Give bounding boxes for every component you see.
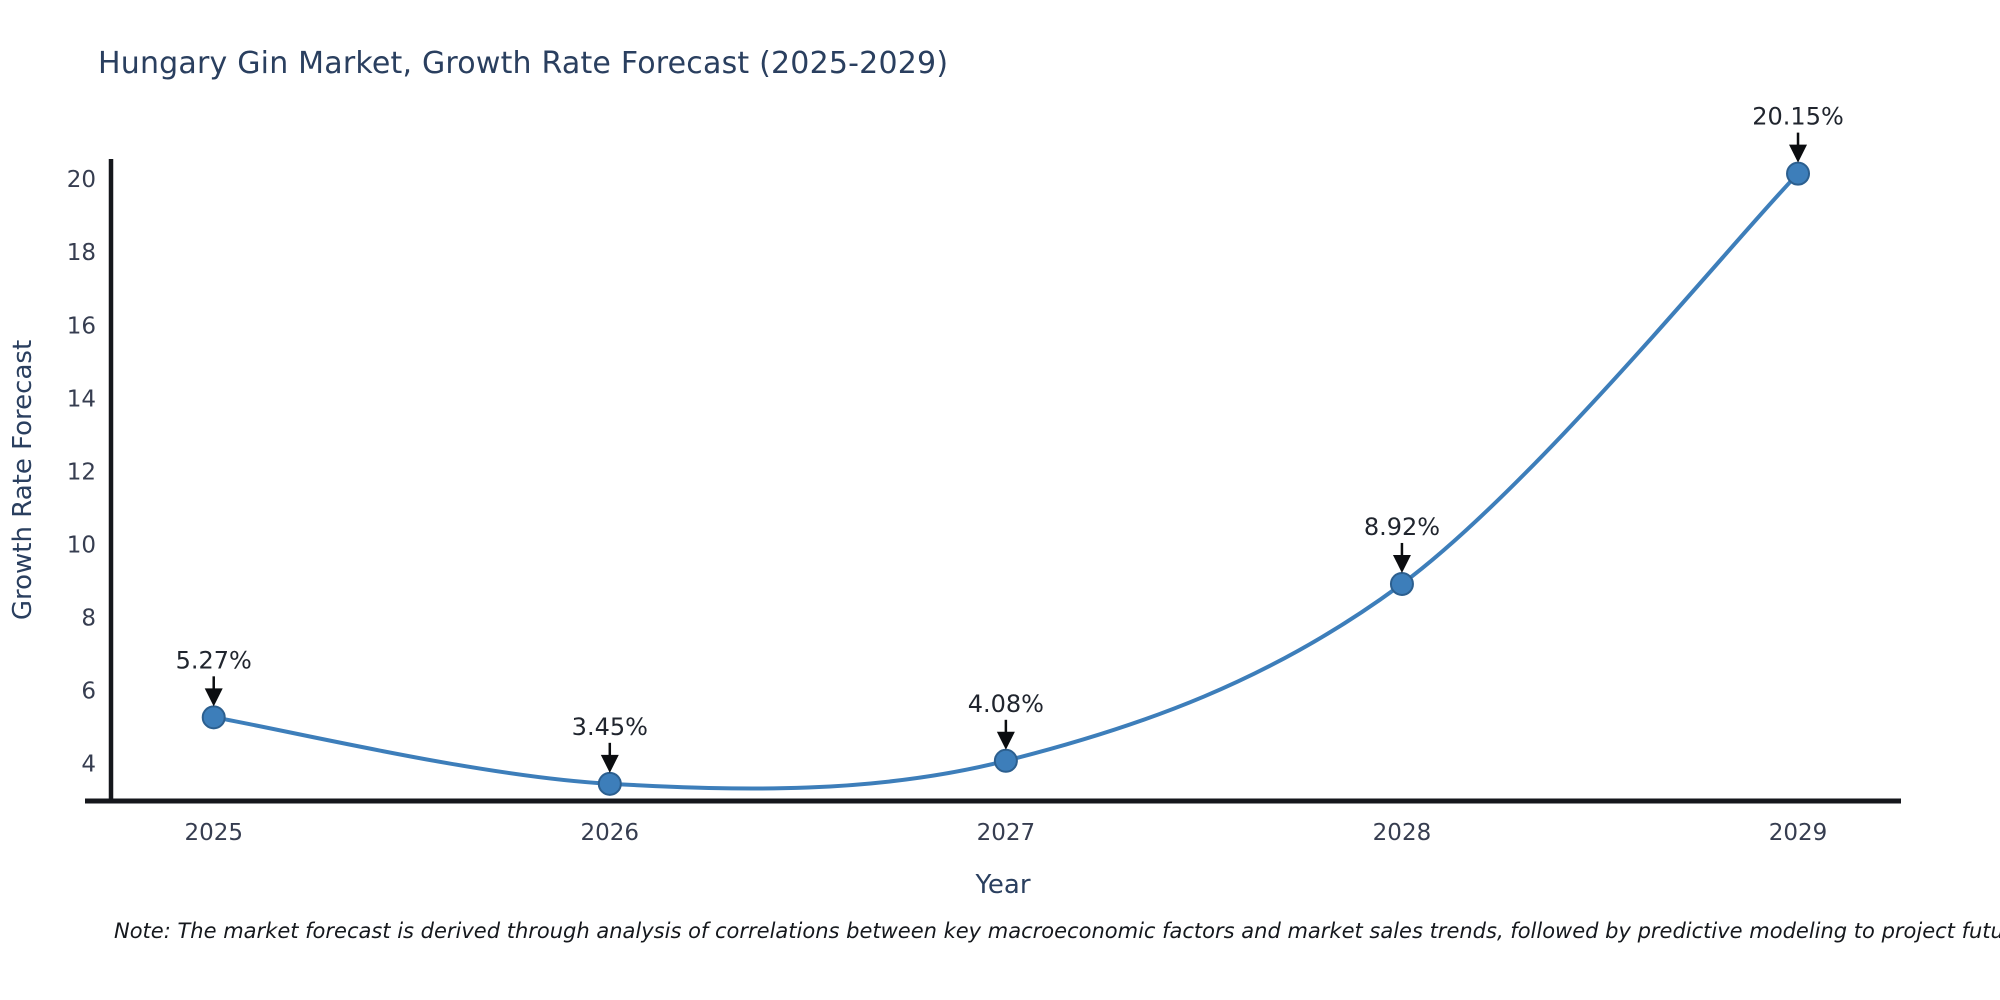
y-tick-label: 12 — [67, 459, 96, 485]
data-point-marker — [201, 705, 226, 730]
footnote: Note: The market forecast is derived thr… — [114, 919, 2000, 943]
y-tick-label: 10 — [67, 532, 96, 558]
x-tick-label: 2028 — [1373, 820, 1432, 846]
data-point-marker — [1786, 161, 1811, 186]
annotation-label: 8.92% — [1364, 513, 1440, 541]
x-tick-label: 2026 — [581, 820, 640, 846]
annotation-label: 3.45% — [572, 713, 648, 741]
chart-title: Hungary Gin Market, Growth Rate Forecast… — [98, 46, 949, 81]
data-point-marker — [1389, 571, 1414, 596]
annotation-arrowhead — [600, 754, 619, 773]
y-tick-label: 4 — [81, 752, 96, 778]
y-tick-label: 18 — [67, 240, 96, 266]
annotation-label: 20.15% — [1752, 103, 1844, 131]
x-axis-title: Year — [974, 870, 1030, 900]
annotation-arrowhead — [1392, 554, 1411, 573]
y-tick-label: 16 — [67, 313, 96, 339]
data-point-marker — [993, 748, 1018, 773]
y-tick-label: 8 — [81, 606, 96, 632]
y-tick-label: 6 — [81, 679, 96, 705]
x-tick-label: 2029 — [1769, 820, 1828, 846]
annotation-arrowhead — [996, 731, 1015, 750]
y-axis-title: Growth Rate Forecast — [8, 340, 38, 620]
x-tick-label: 2027 — [977, 820, 1036, 846]
plot-area: 4 6 8 10 12 14 16 18 20 2025 2026 2027 2028 2029 5.27%… — [67, 103, 1901, 846]
data-point-marker — [597, 771, 622, 796]
x-tick-label: 2025 — [184, 820, 243, 846]
annotation-label: 4.08% — [968, 690, 1044, 718]
y-tick-label: 14 — [67, 386, 96, 412]
annotation-arrowhead — [204, 688, 223, 707]
annotation-label: 5.27% — [176, 646, 252, 674]
y-tick-label: 20 — [67, 167, 96, 193]
annotation-arrowhead — [1789, 144, 1808, 163]
